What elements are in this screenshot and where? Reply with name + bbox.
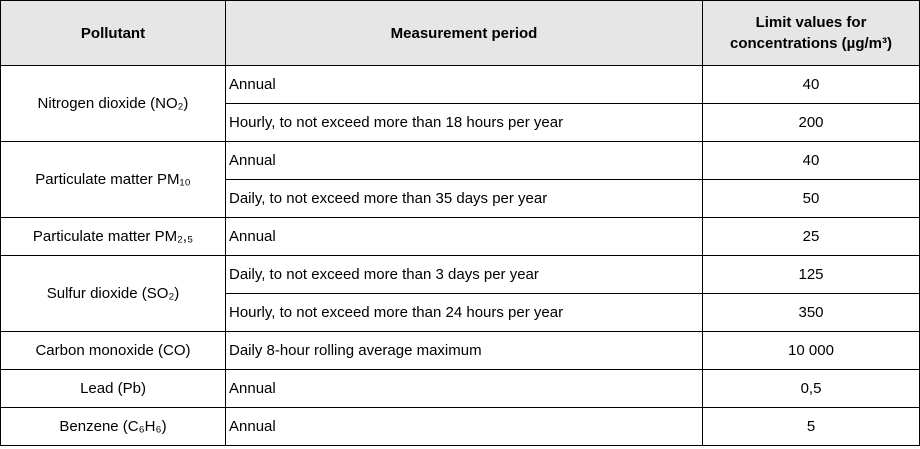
table-row: Hourly, to not exceed more than 18 hours… [1,103,920,142]
table-row: Sulfur dioxide (SO₂) Daily, to not excee… [0,255,920,332]
limit-cell: 200 [702,103,920,142]
limit-cell: 25 [702,217,920,256]
table-row: Particulate matter PM₁₀ Annual 40 [0,141,920,218]
pollutant-cell: Sulfur dioxide (SO₂) [0,255,226,332]
period-cell: Hourly, to not exceed more than 24 hours… [225,293,703,332]
period-cell: Hourly, to not exceed more than 18 hours… [225,103,703,142]
table-body: Nitrogen dioxide (NO₂) Annual 40 Hourly,… [0,65,920,446]
header-limit-values: Limit values for concentrations (µg/m³) [702,0,920,66]
table-row: Lead (Pb) Annual 0,5 [0,369,920,408]
table-row: Benzene (C₆H₆) Annual 5 [0,407,920,446]
table-row: Hourly, to not exceed more than 24 hours… [1,293,920,332]
table-header: Pollutant Measurement period Limit value… [0,0,920,66]
pollutant-cell: Particulate matter PM₂,₅ [0,217,226,256]
pollutant-cell: Lead (Pb) [0,369,226,408]
period-cell: Annual [225,65,703,104]
limit-cell: 50 [702,179,920,218]
period-cell: Daily, to not exceed more than 3 days pe… [225,255,703,294]
period-cell: Annual [225,141,703,180]
pollutant-cell: Nitrogen dioxide (NO₂) [0,65,226,142]
header-measurement-period: Measurement period [225,0,703,66]
period-cell: Daily, to not exceed more than 35 days p… [225,179,703,218]
limit-cell: 10 000 [702,331,920,370]
header-pollutant: Pollutant [0,0,226,66]
limit-cell: 350 [702,293,920,332]
limit-cell: 40 [702,65,920,104]
header-row: Pollutant Measurement period Limit value… [0,0,920,66]
period-cell: Daily 8-hour rolling average maximum [225,331,703,370]
limit-cell: 40 [702,141,920,180]
period-cell: Annual [225,369,703,408]
pollutant-cell: Benzene (C₆H₆) [0,407,226,446]
table-row: Particulate matter PM₂,₅ Annual 25 [0,217,920,256]
pollutant-cell: Particulate matter PM₁₀ [0,141,226,218]
pollutant-cell: Carbon monoxide (CO) [0,331,226,370]
period-cell: Annual [225,407,703,446]
table-row: Nitrogen dioxide (NO₂) Annual 40 [0,65,920,142]
period-cell: Annual [225,217,703,256]
limit-cell: 0,5 [702,369,920,408]
limit-cell: 5 [702,407,920,446]
limit-cell: 125 [702,255,920,294]
table-row: Daily, to not exceed more than 35 days p… [1,179,920,218]
table-row: Carbon monoxide (CO) Daily 8-hour rollin… [0,331,920,370]
